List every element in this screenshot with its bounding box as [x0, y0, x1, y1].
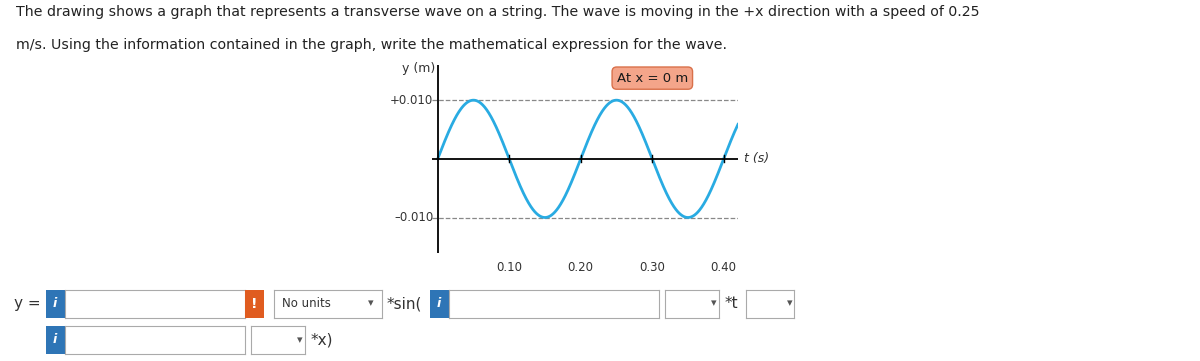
- Text: At x = 0 m: At x = 0 m: [617, 71, 688, 84]
- Text: No units: No units: [282, 297, 331, 310]
- Text: ▾: ▾: [296, 335, 302, 345]
- Text: *x): *x): [311, 332, 334, 347]
- Text: t (s): t (s): [744, 152, 769, 165]
- Text: ▾: ▾: [787, 299, 792, 309]
- Text: 0.20: 0.20: [568, 261, 594, 274]
- Text: !: !: [251, 297, 258, 310]
- Text: ▾: ▾: [368, 299, 373, 309]
- Text: *sin(: *sin(: [386, 296, 421, 311]
- Text: 0.30: 0.30: [640, 261, 665, 274]
- Text: *t: *t: [725, 296, 738, 311]
- Text: i: i: [53, 333, 58, 346]
- Text: +0.010: +0.010: [390, 93, 433, 107]
- Text: –0.010: –0.010: [394, 211, 433, 224]
- Text: y (m): y (m): [402, 62, 434, 75]
- Text: i: i: [437, 297, 442, 310]
- Text: The drawing shows a graph that represents a transverse wave on a string. The wav: The drawing shows a graph that represent…: [16, 5, 979, 19]
- Text: ▾: ▾: [710, 299, 716, 309]
- Text: m/s. Using the information contained in the graph, write the mathematical expres: m/s. Using the information contained in …: [16, 38, 727, 52]
- Text: y =: y =: [14, 296, 41, 311]
- Text: 0.10: 0.10: [497, 261, 522, 274]
- Text: i: i: [53, 297, 58, 310]
- Text: 0.40: 0.40: [710, 261, 737, 274]
